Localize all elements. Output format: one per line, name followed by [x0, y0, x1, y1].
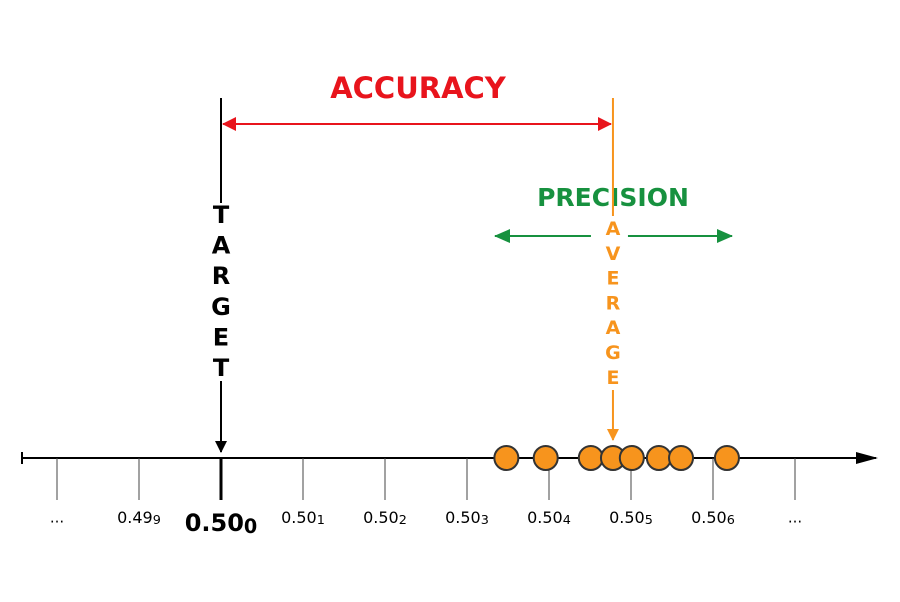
measurement	[713, 445, 740, 471]
letter: A	[212, 232, 231, 260]
letter: G	[605, 342, 621, 364]
accuracy-label: ACCURACY	[330, 71, 507, 105]
measurement	[577, 445, 604, 471]
measurement	[532, 445, 559, 471]
tick-label: 0.500	[185, 509, 258, 537]
tick-label-main: 0.50	[691, 508, 727, 527]
letter: V	[606, 242, 621, 264]
letter: R	[606, 292, 621, 314]
tick-label-sub: 5	[645, 512, 653, 527]
ellipsis-label: ...	[788, 509, 802, 527]
tick-label-sub: 0	[244, 514, 257, 537]
letter: G	[211, 293, 231, 321]
tick-label-main: 0.50	[445, 508, 481, 527]
letter: A	[606, 218, 621, 240]
letter: E	[213, 323, 229, 351]
tick-label-main: 0.50	[609, 508, 645, 527]
measurement	[618, 445, 645, 471]
tick-label: 0.506	[691, 508, 735, 528]
tick-label-sub: 3	[481, 512, 489, 527]
tick-label-main: 0.50	[185, 509, 244, 537]
tick-label-sub: 1	[317, 512, 325, 527]
tick-label: 0.503	[445, 508, 489, 528]
letter: T	[213, 354, 230, 382]
measurement	[668, 445, 695, 471]
letter: E	[606, 267, 619, 289]
tick-label: 0.502	[363, 508, 407, 528]
tick-label-main: 0.50	[281, 508, 317, 527]
tick-label: 0.504	[527, 508, 571, 528]
average-label-bg	[602, 216, 623, 390]
measurement	[493, 445, 520, 471]
tick-label: 0.499	[117, 508, 161, 528]
tick-label-sub: 2	[399, 512, 407, 527]
tick-label-main: 0.49	[117, 508, 153, 527]
tick-label: 0.501	[281, 508, 325, 528]
tick-label: 0.505	[609, 508, 653, 528]
tick-label-sub: 6	[727, 512, 735, 527]
ellipsis-label: ...	[50, 509, 64, 527]
letter: A	[606, 317, 621, 339]
tick-label-sub: 9	[153, 512, 161, 527]
letter: T	[213, 201, 230, 229]
letter: R	[212, 262, 230, 290]
target-label-bg	[210, 203, 232, 381]
tick-label-sub: 4	[563, 512, 571, 527]
letter: E	[606, 366, 619, 388]
tick-label-main: 0.50	[527, 508, 563, 527]
measurement	[645, 445, 672, 471]
tick-label-main: 0.50	[363, 508, 399, 527]
